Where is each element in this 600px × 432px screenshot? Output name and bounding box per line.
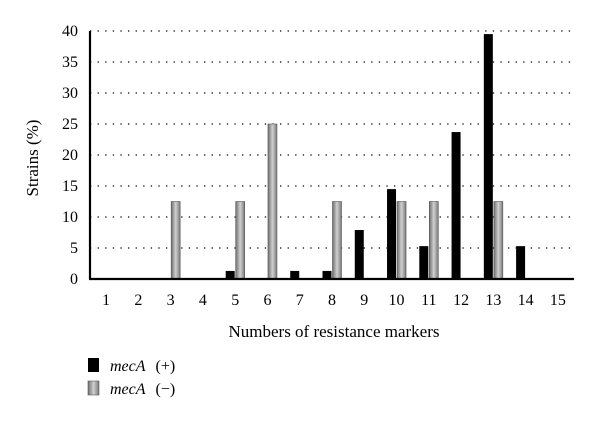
legend-label-mecA-negative-sign: (−): [156, 381, 176, 398]
bar-series1-cat5: [235, 201, 245, 280]
x-tick-4: 4: [199, 292, 207, 309]
bar-series0-cat10: [387, 189, 397, 279]
y-tick-35: 35: [62, 54, 78, 71]
x-tick-3: 3: [167, 292, 175, 309]
x-tick-12: 12: [453, 292, 469, 309]
x-tick-9: 9: [360, 292, 368, 309]
y-tick-0: 0: [70, 271, 78, 288]
y-tick-20: 20: [62, 147, 78, 164]
bar-series0-cat11: [419, 246, 429, 279]
legend-label-mecA-negative-gene: mecA: [110, 381, 146, 398]
svg-text:mecA (−): mecA (−): [110, 381, 175, 398]
x-tick-8: 8: [328, 292, 336, 309]
x-tick-14: 14: [518, 292, 534, 309]
legend-swatch-mecA-negative: [87, 380, 100, 396]
x-tick-1: 1: [102, 292, 110, 309]
y-axis-title: Strains (%): [23, 120, 42, 197]
y-tick-30: 30: [62, 85, 78, 102]
legend-label-mecA-positive-gene: mecA: [110, 358, 146, 375]
x-tick-10: 10: [389, 292, 405, 309]
bar-series1-cat11: [428, 201, 439, 280]
x-tick-5: 5: [231, 292, 239, 309]
x-tick-labels: 1 2 3 4 5 6 7 8 9 10 11 12 13 14 15: [102, 292, 566, 309]
bar-series0-cat14: [516, 246, 526, 279]
bar-series1-cat6: [267, 123, 278, 280]
bar-series0-cat7: [290, 270, 300, 279]
legend: mecA (+) mecA (−): [87, 358, 175, 398]
y-tick-5: 5: [70, 240, 78, 257]
x-tick-2: 2: [134, 292, 142, 309]
bar-series1-cat13: [493, 201, 504, 280]
bar-series1-cat3: [170, 201, 181, 280]
legend-label-mecA-positive-sign: (+): [156, 358, 176, 375]
axes: [88, 31, 574, 281]
legend-item-mecA-positive: mecA (+): [88, 358, 175, 375]
bar-series0-cat9: [354, 230, 364, 279]
x-tick-11: 11: [421, 292, 436, 309]
bar-series0-cat13: [483, 34, 493, 279]
bars: [170, 34, 526, 280]
svg-text:mecA (+): mecA (+): [110, 358, 175, 375]
y-tick-25: 25: [62, 116, 78, 133]
legend-item-mecA-negative: mecA (−): [87, 380, 175, 398]
legend-swatch-mecA-positive: [88, 358, 99, 372]
y-tick-15: 15: [62, 178, 78, 195]
bar-series0-cat12: [451, 132, 461, 279]
y-tick-10: 10: [62, 209, 78, 226]
bar-series0-cat8: [322, 270, 332, 279]
y-tick-40: 40: [62, 23, 78, 40]
bar-series1-cat8: [332, 201, 342, 280]
x-tick-13: 13: [485, 292, 501, 309]
bar-series0-cat5: [225, 270, 235, 279]
bar-series1-cat10: [396, 201, 407, 280]
x-tick-6: 6: [263, 292, 271, 309]
y-tick-labels: 0 5 10 15 20 25 30 35 40: [62, 23, 78, 288]
gridlines: [90, 30, 574, 249]
x-axis-title: Numbers of resistance markers: [228, 322, 439, 341]
x-tick-7: 7: [296, 292, 304, 309]
x-tick-15: 15: [550, 292, 566, 309]
